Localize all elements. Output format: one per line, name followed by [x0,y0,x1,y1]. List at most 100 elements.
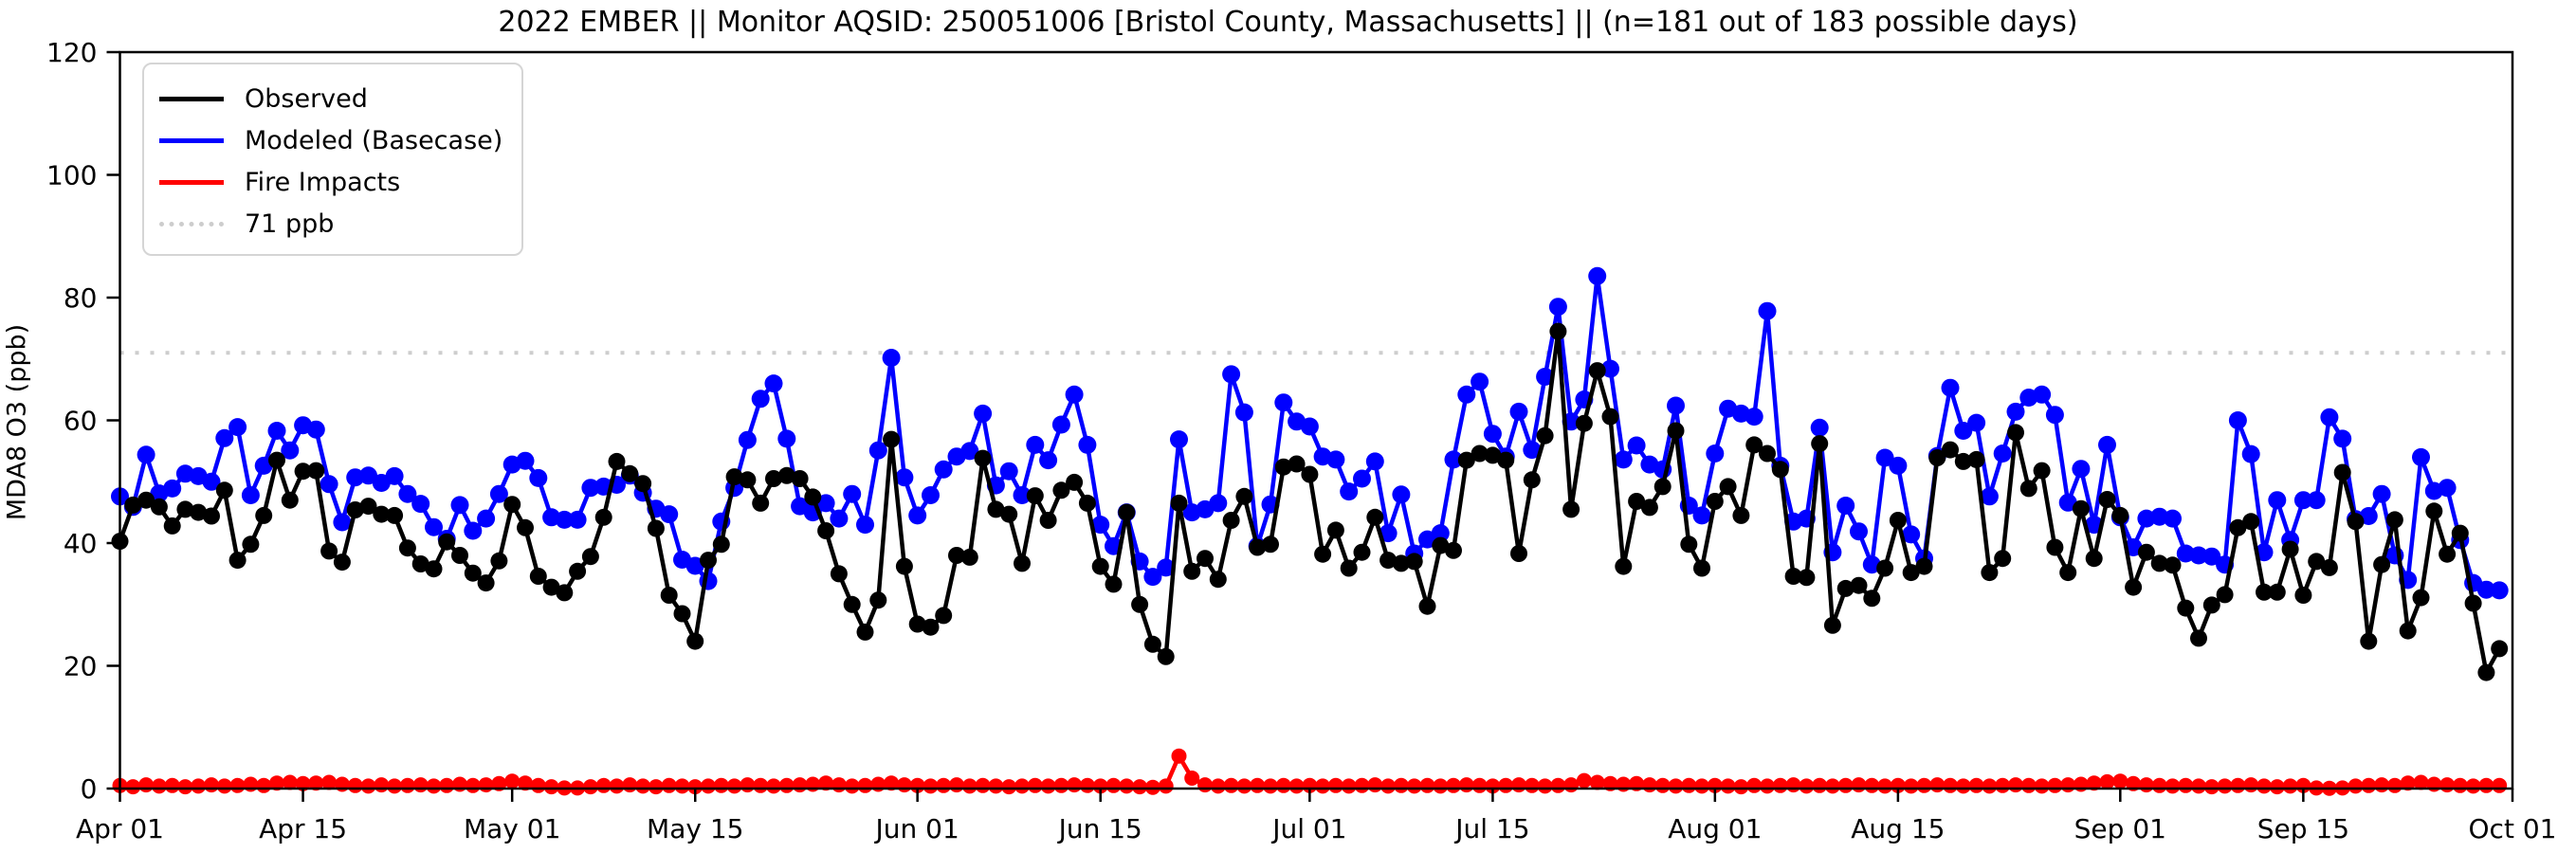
data-point [2216,586,2234,604]
data-point [1812,777,1828,793]
observed-line-sample [159,96,224,101]
data-point [1694,778,1709,794]
data-point [738,430,757,449]
data-point [1509,402,1528,421]
data-point [883,430,901,448]
data-point [1132,779,1148,795]
data-point [725,468,743,486]
data-point [2348,778,2364,794]
data-point [1457,451,1475,469]
data-point [320,542,338,560]
data-point [1497,451,1515,469]
x-tick-label: Jul 01 [1270,813,1346,844]
data-point [333,513,352,532]
data-point [1222,365,1241,384]
data-point [1928,449,1946,466]
data-point [1706,445,1725,463]
data-point [202,472,221,491]
data-point [831,777,847,793]
data-point [518,775,533,791]
data-point [241,486,260,504]
data-point [2111,506,2129,524]
data-point [608,452,626,470]
data-point [1275,777,1291,793]
data-point [777,466,795,484]
data-point [1851,777,1867,793]
data-point [2047,777,2063,793]
data-point [425,560,443,578]
data-point [1668,778,1684,794]
data-point [1143,568,1162,587]
data-point [1326,521,1344,539]
data-point [516,451,535,470]
data-point [2006,402,2025,421]
data-point [2491,640,2509,658]
data-point [333,554,351,572]
data-point [489,484,508,503]
data-point [398,484,417,503]
data-point [2451,524,2469,542]
data-point [256,777,272,793]
data-point [1889,456,1908,475]
data-point [320,475,338,494]
data-point [1614,450,1633,469]
data-point [844,778,860,794]
data-point [2046,538,2064,556]
data-point [1014,554,1031,572]
data-point [856,623,874,641]
data-point [2372,484,2391,503]
data-point [1263,778,1278,794]
data-point [1183,562,1201,580]
data-point [777,429,796,448]
data-point [1067,777,1083,793]
data-point [1222,512,1240,529]
data-point [2439,777,2456,793]
data-point [374,777,390,793]
data-point [1406,778,1422,794]
data-point [1836,497,1855,515]
data-point [556,584,574,602]
data-point [1759,445,1776,463]
y-tick-label: 40 [64,528,98,559]
data-point [1262,535,1279,554]
data-point [1392,485,1411,504]
data-point [1235,487,1253,505]
data-point [2230,777,2246,793]
data-point [648,779,664,795]
x-tick-label: Jun 01 [874,813,959,844]
data-point [1457,385,1476,404]
data-point [1039,451,1058,470]
data-point [1732,506,1750,524]
data-point [936,777,952,793]
data-point [464,564,482,582]
data-point [477,574,495,592]
data-point [1197,777,1213,793]
data-point [2492,777,2508,793]
data-point [594,508,612,526]
data-point [1536,426,1554,445]
legend-label-fire: Fire Impacts [245,167,401,197]
data-point [581,548,599,566]
data-point [2191,778,2206,794]
data-point [450,496,469,515]
data-point [713,777,729,793]
data-point [609,778,625,794]
data-point [1326,450,1345,469]
data-point [163,517,181,535]
data-point [2202,547,2221,566]
data-point [1758,301,1777,320]
data-point [439,777,455,793]
data-point [1982,778,1998,794]
data-point [961,778,977,794]
y-tick-label: 100 [46,160,97,191]
y-tick-label: 120 [46,37,97,68]
data-point [1249,538,1267,556]
data-point [1862,555,1881,574]
data-point [1051,415,1070,434]
data-point [922,618,940,636]
data-point [1013,486,1032,504]
data-point [2294,587,2312,604]
data-point [1784,568,1802,585]
data-point [1511,777,1526,793]
data-point [1760,778,1775,794]
